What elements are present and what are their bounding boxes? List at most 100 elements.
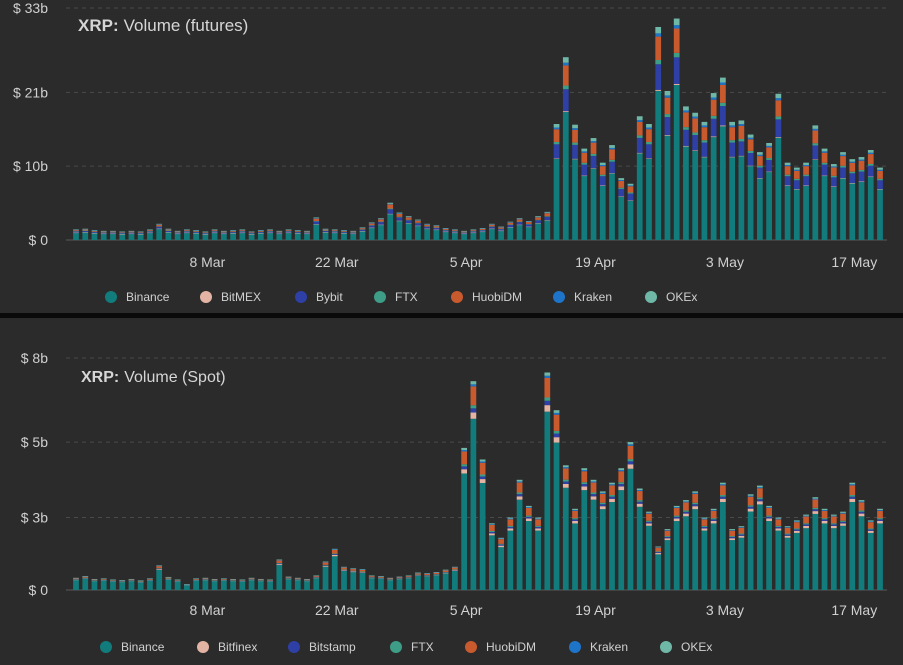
bar-segment-ftx [137, 581, 144, 583]
bar-segment-okex [341, 566, 347, 568]
bar-segment-huobidm [322, 229, 329, 231]
bar-segment-okex [830, 514, 837, 516]
legend-label: OKEx [666, 290, 698, 304]
bar-segment-huobidm [230, 579, 236, 581]
bar-segment-bybit [221, 232, 227, 234]
bar-segment-ftx [553, 141, 560, 145]
bar-segment-binance [461, 473, 467, 590]
bar-segment-kraken [609, 147, 615, 150]
bar-segment-huobidm [729, 127, 735, 141]
bar-segment-kraken [692, 492, 699, 494]
bar-segment-bybit [433, 227, 440, 230]
bar-segment-ftx [82, 230, 89, 231]
legend-item-huobidm[interactable]: HuobiDM [451, 287, 522, 307]
bar-segment-kraken [350, 568, 357, 570]
bar-segment-okex [784, 162, 791, 165]
bar-segment-bitfinex [784, 535, 791, 538]
bar-segment-kraken [729, 125, 735, 128]
legend-label: HuobiDM [472, 290, 523, 304]
bar-segment-bitmex [378, 224, 384, 226]
bar-segment-binance [646, 525, 652, 590]
bar-segment-kraken [747, 137, 754, 140]
legend-item-kraken[interactable]: Kraken [569, 637, 628, 657]
bar-segment-bitmex [211, 232, 218, 234]
bar-segment-okex [193, 230, 199, 231]
bar-segment-binance [544, 411, 551, 590]
bar-segment-bybit [184, 231, 190, 233]
legend-item-binance[interactable]: Binance [100, 637, 164, 657]
legend-item-ftx[interactable]: FTX [374, 287, 418, 307]
bar-segment-bitfinex [683, 513, 689, 517]
bar-segment-ftx [821, 162, 828, 165]
y-tick-label: $ 3b [21, 510, 48, 526]
bar-segment-kraken [267, 229, 273, 231]
bar-segment-huobidm [359, 227, 366, 230]
bar-segment-bitfinex [535, 528, 541, 531]
bar-segment-ftx [784, 533, 791, 535]
legend-item-ftx[interactable]: FTX [390, 637, 434, 657]
legend-item-binance[interactable]: Binance [105, 287, 169, 307]
bar-segment-binance [793, 532, 800, 590]
bar-segment-bitmex [636, 152, 643, 154]
bar-segment-binance [720, 126, 726, 240]
legend-item-bybit[interactable]: Bybit [295, 287, 343, 307]
bar-segment-huobidm [193, 578, 199, 580]
bar-segment-bybit [119, 233, 126, 235]
legend-item-bitfinex[interactable]: Bitfinex [197, 637, 257, 657]
legend-item-bitmex[interactable]: BitMEX [200, 287, 261, 307]
bar-segment-ftx [766, 515, 772, 517]
legend-item-bitstamp[interactable]: Bitstamp [288, 637, 356, 657]
bar-segment-bitstamp [461, 466, 467, 470]
bar-segment-ftx [341, 231, 347, 233]
bar-segment-ftx [692, 502, 699, 505]
bar-segment-kraken [535, 216, 541, 218]
bar-segment-kraken [766, 145, 772, 148]
bar-segment-bitstamp [683, 511, 689, 514]
bar-segment-bitfinex [350, 571, 357, 573]
bar-segment-okex [322, 561, 329, 563]
bar-segment-ftx [692, 132, 699, 136]
legend-item-okex[interactable]: OKEx [645, 287, 697, 307]
bar-segment-bybit [849, 173, 856, 183]
bar-segment-kraken [433, 572, 440, 573]
bar-segment-huobidm [479, 462, 486, 475]
bar-segment-huobidm [433, 225, 440, 228]
bar-segment-ftx [710, 115, 717, 119]
bar-segment-okex [276, 559, 283, 561]
bar-segment-okex [664, 90, 671, 96]
bar-segment-binance [609, 173, 615, 240]
bar-segment-bitstamp [507, 526, 514, 529]
bar-segment-bitfinex [73, 579, 79, 581]
bar-segment-bitstamp [692, 504, 699, 507]
bar-segment-okex [830, 164, 837, 167]
bar-segment-bybit [535, 220, 541, 224]
bar-segment-huobidm [664, 530, 671, 537]
bar-segment-ftx [535, 219, 541, 221]
bar-segment-bitfinex [729, 538, 735, 541]
legend-item-kraken[interactable]: Kraken [553, 287, 612, 307]
bar-segment-okex [803, 162, 809, 165]
bar-segment-binance [110, 581, 116, 590]
bar-segment-ftx [415, 574, 421, 576]
bar-segment-bybit [544, 216, 551, 221]
bar-segment-huobidm [581, 152, 588, 163]
bar-segment-okex [562, 465, 569, 468]
bar-segment-bitmex [230, 233, 236, 234]
bar-segment-binance [137, 234, 144, 240]
bar-segment-okex [627, 183, 634, 186]
legend-item-huobidm[interactable]: HuobiDM [465, 637, 536, 657]
legend-swatch [390, 641, 402, 653]
bar-segment-binance [803, 185, 809, 240]
bar-segment-kraken [137, 231, 144, 233]
bar-segment-huobidm [387, 204, 394, 209]
bar-segment-huobidm [609, 485, 615, 496]
bar-segment-ftx [100, 579, 107, 581]
bar-segment-bybit [257, 231, 264, 234]
bar-segment-okex [331, 229, 338, 230]
bar-segment-okex [350, 230, 357, 232]
bar-segment-ftx [609, 495, 615, 497]
bar-segment-okex [442, 569, 449, 571]
legend-item-okex[interactable]: OKEx [660, 637, 712, 657]
bar-segment-binance [211, 580, 218, 590]
bar-segment-ftx [498, 228, 504, 230]
